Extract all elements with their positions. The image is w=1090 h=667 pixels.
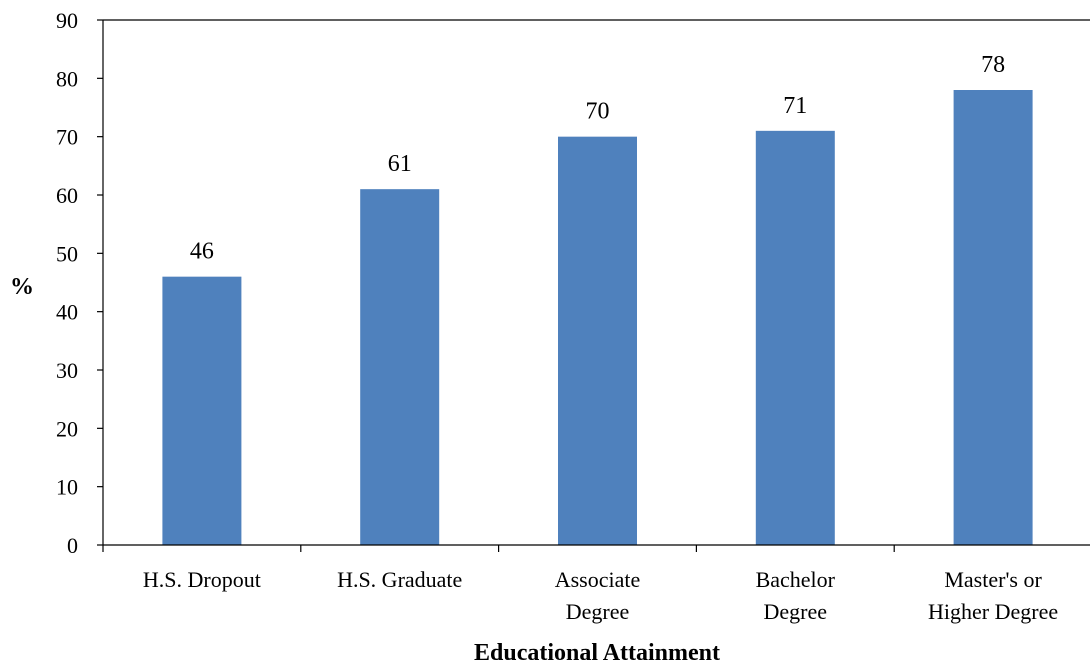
y-tick-label: 60 bbox=[56, 183, 78, 208]
y-tick-label: 40 bbox=[56, 300, 78, 325]
bar-data-label: 61 bbox=[388, 151, 412, 177]
bar bbox=[755, 130, 835, 546]
y-tick-label: 10 bbox=[56, 475, 78, 500]
bar-data-label: 70 bbox=[586, 99, 610, 125]
y-axis-title: % bbox=[10, 274, 34, 300]
x-category-label: Bachelor Degree bbox=[756, 567, 836, 624]
bar bbox=[360, 189, 440, 545]
x-category-label-line: Higher Degree bbox=[928, 599, 1058, 624]
bar-data-label: 71 bbox=[783, 93, 807, 119]
x-category-label: H.S. Dropout bbox=[143, 567, 261, 592]
y-tick-label: 70 bbox=[56, 125, 78, 150]
y-tick-label: 20 bbox=[56, 416, 78, 441]
y-tick-label: 0 bbox=[67, 533, 78, 558]
x-category-label: Master's or Higher Degree bbox=[928, 567, 1058, 624]
data-labels: 46 61 70 71 78 bbox=[190, 52, 1005, 265]
bar bbox=[558, 136, 637, 545]
y-tick-label: 90 bbox=[56, 8, 78, 33]
y-tick-label: 30 bbox=[56, 358, 78, 383]
axes-group bbox=[97, 19, 1090, 552]
x-category-label-line: H.S. Graduate bbox=[337, 567, 462, 592]
bars-group bbox=[162, 90, 1033, 546]
x-category-label-line: Degree bbox=[764, 599, 828, 624]
y-tick-label: 50 bbox=[56, 241, 78, 266]
y-tick-labels: 0 10 20 30 40 50 60 70 80 90 bbox=[56, 8, 78, 558]
x-category-label: Associate Degree bbox=[555, 567, 641, 624]
x-category-label: H.S. Graduate bbox=[337, 567, 462, 592]
bar-data-label: 78 bbox=[981, 52, 1005, 78]
x-axis-title: Educational Attainment bbox=[474, 640, 720, 666]
x-category-label-line: Bachelor bbox=[756, 567, 836, 592]
x-category-label-line: Master's or bbox=[944, 567, 1042, 592]
y-tick-label: 80 bbox=[56, 66, 78, 91]
bar-data-label: 46 bbox=[190, 239, 214, 265]
x-category-labels: H.S. Dropout H.S. Graduate Associate Degree… bbox=[143, 567, 1058, 624]
x-category-label-line: Associate bbox=[555, 567, 641, 592]
bar bbox=[162, 276, 242, 545]
bar bbox=[953, 90, 1033, 545]
x-category-label-line: Degree bbox=[566, 599, 630, 624]
x-category-label-line: H.S. Dropout bbox=[143, 567, 261, 592]
